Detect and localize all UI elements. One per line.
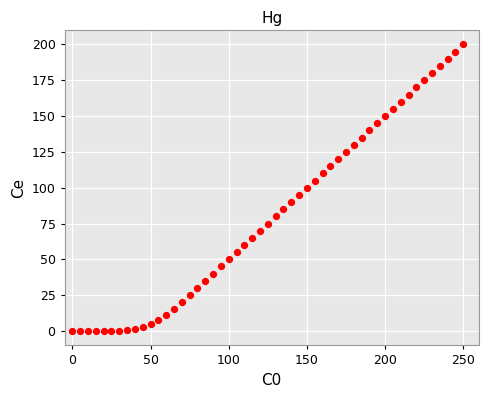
Point [358,134,366,141]
Point [186,292,194,298]
Point [405,91,413,98]
Point [311,177,319,184]
Point [366,127,373,134]
Point [389,106,397,112]
Point [397,99,405,105]
Point [92,328,100,334]
Point [100,328,108,334]
Point [162,312,170,318]
Point [217,263,225,270]
Title: Hg: Hg [261,11,282,26]
Point [303,184,311,191]
Point [225,256,233,263]
Point [373,120,381,126]
Point [131,326,139,332]
Point [194,285,201,291]
Point [256,227,264,234]
Point [178,299,186,305]
Point [428,70,436,76]
Point [279,206,287,212]
Point [69,328,76,334]
Point [381,113,389,119]
Point [459,41,467,47]
Point [139,324,147,330]
Point [264,220,272,227]
Point [209,271,217,277]
Point [350,142,358,148]
Point [295,192,303,198]
Point [248,235,256,241]
Point [326,163,334,170]
Point [84,328,92,334]
X-axis label: C0: C0 [262,373,282,388]
Point [147,321,154,328]
Point [170,305,178,312]
Point [107,328,115,334]
Point [318,170,326,176]
Point [451,48,459,55]
Point [76,328,84,334]
Y-axis label: Ce: Ce [11,178,26,198]
Point [287,199,295,205]
Point [272,213,280,219]
Point [342,149,350,155]
Point [334,156,342,162]
Point [241,242,248,248]
Point [420,77,428,83]
Point [444,55,452,62]
Point [436,63,444,69]
Point [201,278,209,284]
Point [115,327,123,334]
Point [413,84,420,91]
Point [233,249,241,255]
Point [123,327,131,333]
Point [154,317,162,323]
